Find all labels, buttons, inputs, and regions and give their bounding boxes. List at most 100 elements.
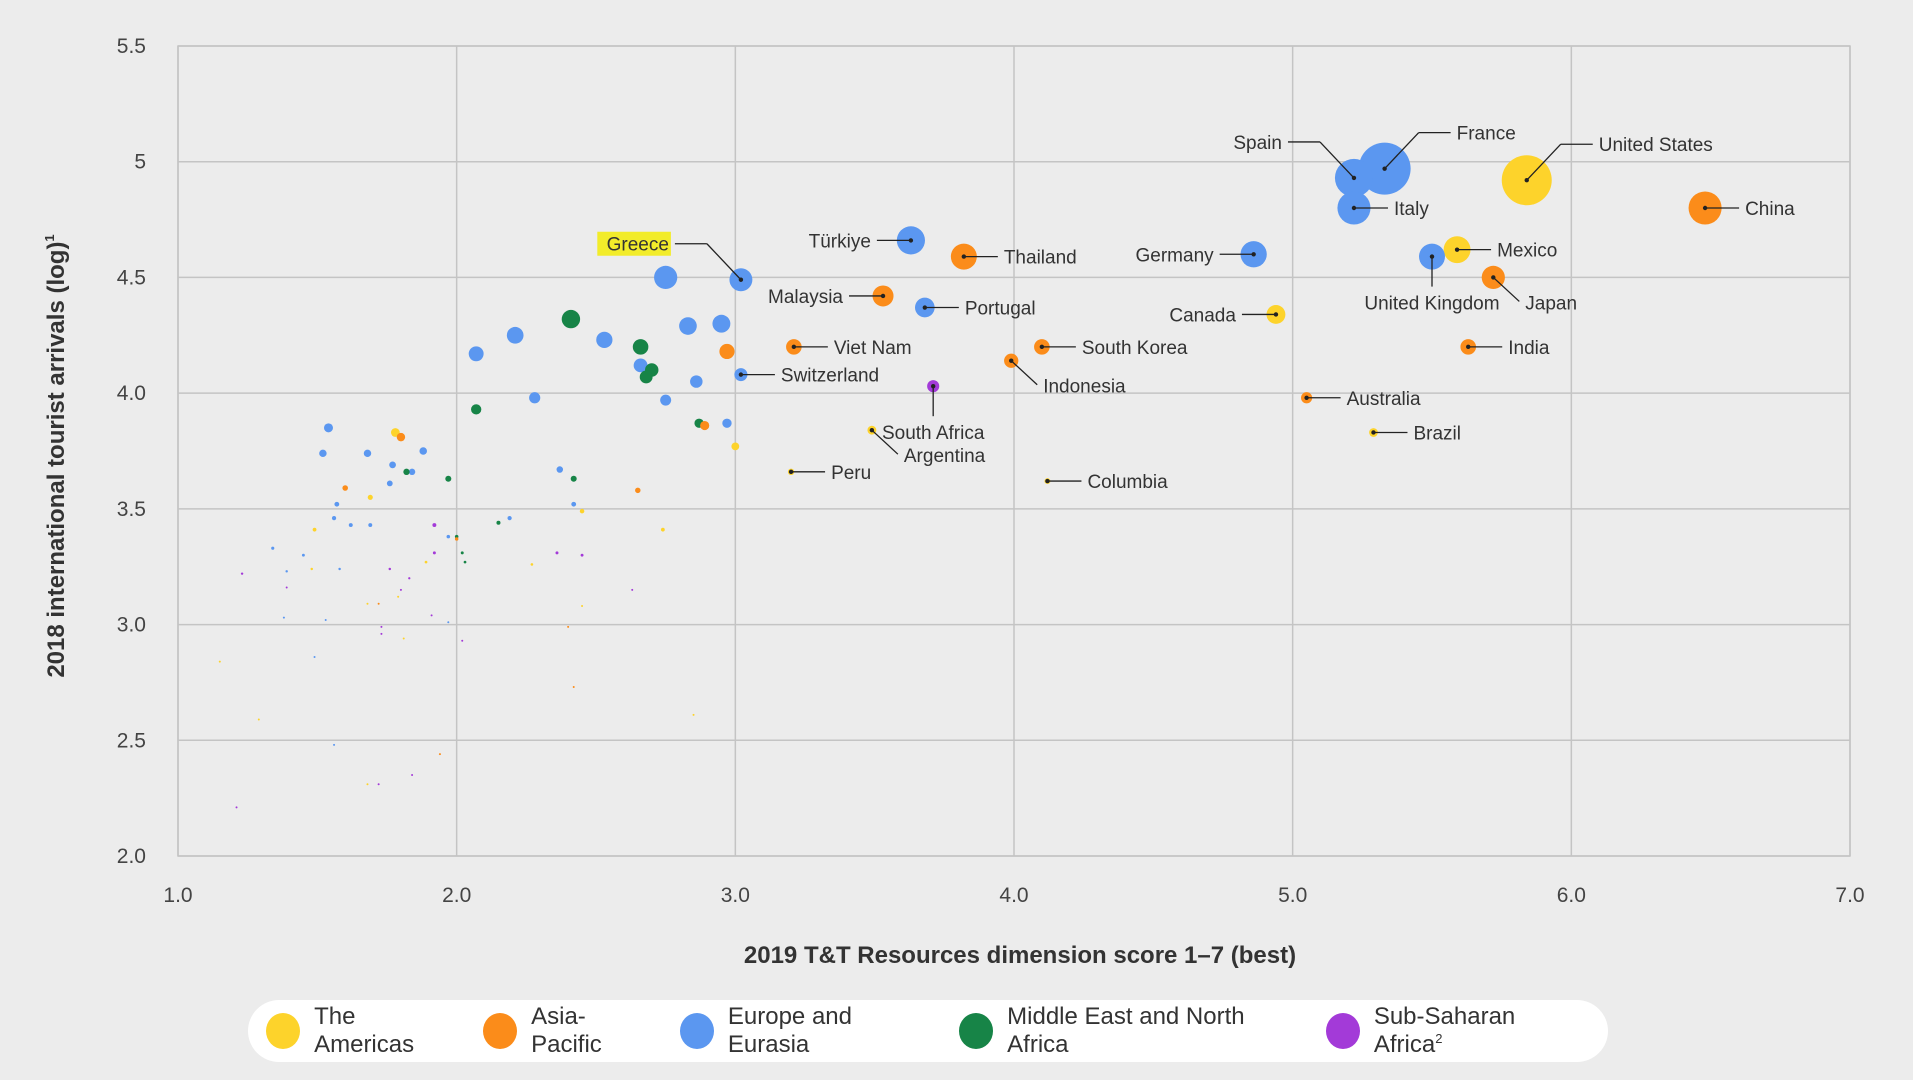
data-label-thailand: Thailand xyxy=(1004,248,1077,269)
label-leader-line xyxy=(1384,132,1420,170)
data-label-china: China xyxy=(1745,199,1795,220)
x-tick-label: 5.0 xyxy=(1278,884,1307,907)
data-label-germany: Germany xyxy=(1136,245,1215,266)
y-tick-label: 5 xyxy=(134,151,146,174)
legend-label: Europe and Eurasia xyxy=(727,1003,852,1058)
data-label-switzerland: Switzerland xyxy=(781,366,879,387)
y-tick-label: 5.5 xyxy=(117,35,146,58)
scatter-point xyxy=(396,432,406,442)
scatter-point xyxy=(366,783,369,786)
scatter-point xyxy=(556,466,564,473)
scatter-point xyxy=(348,523,353,528)
label-leader-line xyxy=(871,429,899,455)
x-tick-label: 6.0 xyxy=(1557,884,1586,907)
scatter-point xyxy=(386,480,393,487)
data-label-columbia: Columbia xyxy=(1087,472,1168,493)
scatter-point xyxy=(530,563,534,566)
scatter-point xyxy=(377,602,380,605)
scatter-point xyxy=(580,553,584,557)
scatter-point xyxy=(471,404,482,415)
scatter-point xyxy=(388,567,392,571)
data-label-t-rkiye: Türkiye xyxy=(809,231,871,252)
scatter-point xyxy=(506,326,524,344)
x-axis-label: 2019 T&T Resources dimension score 1–7 (… xyxy=(744,942,1296,969)
legend-item-sub-saharan: Sub-Saharan Africa2 xyxy=(1325,1003,1578,1059)
scatter-point xyxy=(460,551,464,555)
scatter-point xyxy=(468,346,484,362)
scatter-point xyxy=(446,534,451,539)
legend-swatch-americas xyxy=(266,1013,301,1049)
legend-item-asia-pacific: Asia-Pacific xyxy=(483,1003,650,1059)
scatter-point xyxy=(380,632,383,635)
legend-label: Asia-Pacific xyxy=(531,1003,602,1058)
scatter-point xyxy=(719,343,735,360)
data-label-portugal: Portugal xyxy=(965,299,1036,320)
x-tick-label: 4.0 xyxy=(999,884,1028,907)
scatter-point xyxy=(679,317,697,335)
data-label-france: France xyxy=(1457,124,1516,145)
data-label-brazil: Brazil xyxy=(1413,423,1461,444)
data-label-indonesia: Indonesia xyxy=(1043,377,1126,398)
scatter-point xyxy=(257,718,260,721)
scatter-point xyxy=(529,392,541,404)
x-tick-label: 1.0 xyxy=(163,884,192,907)
scatter-point xyxy=(323,423,333,433)
scatter-point xyxy=(313,655,316,658)
scatter-point xyxy=(445,475,452,482)
scatter-point xyxy=(389,461,396,469)
scatter-point xyxy=(377,783,380,786)
scatter-point xyxy=(319,449,327,458)
scatter-point xyxy=(342,485,348,491)
scatter-point xyxy=(635,487,641,494)
label-leader-line xyxy=(706,243,742,281)
scatter-point xyxy=(463,560,467,564)
label-leader-line xyxy=(1010,360,1038,386)
label-leader-line xyxy=(1492,276,1520,302)
scatter-point xyxy=(581,605,584,608)
scatter-point xyxy=(310,567,314,571)
scatter-point xyxy=(331,515,337,521)
scatter-point xyxy=(363,449,372,458)
scatter-point xyxy=(631,588,634,591)
scatter-point xyxy=(380,625,383,628)
legend-swatch-asia-pacific xyxy=(483,1013,518,1049)
data-label-united-states: United States xyxy=(1599,135,1713,156)
scatter-point xyxy=(367,494,373,500)
scatter-point xyxy=(240,572,244,575)
legend-label: The Americas xyxy=(314,1003,415,1058)
scatter-point xyxy=(660,394,672,406)
scatter-point xyxy=(447,621,450,624)
scatter-point xyxy=(660,527,665,532)
scatter-point xyxy=(454,537,459,541)
scatter-point xyxy=(235,806,238,809)
x-tick-label: 3.0 xyxy=(721,884,750,907)
scatter-point xyxy=(639,370,653,384)
y-axis-label: 2018 international tourist arrivals (log… xyxy=(42,234,70,677)
data-label-malaysia: Malaysia xyxy=(768,287,843,308)
scatter-point xyxy=(285,570,288,573)
legend-swatch-sub-saharan xyxy=(1325,1013,1360,1049)
legend-item-americas: The Americas xyxy=(266,1003,453,1059)
y-tick-label: 2.0 xyxy=(117,845,146,868)
y-tick-label: 3.0 xyxy=(117,614,146,637)
scatter-point xyxy=(301,553,305,557)
legend-label: Middle East and North Africa xyxy=(1007,1003,1245,1058)
scatter-point xyxy=(324,618,327,621)
scatter-point xyxy=(403,468,410,476)
scatter-point xyxy=(424,560,428,564)
scatter-point xyxy=(312,527,317,532)
legend: The Americas Asia-Pacific Europe and Eur… xyxy=(248,1000,1608,1062)
scatter-point xyxy=(419,447,428,455)
scatter-point xyxy=(218,660,221,663)
data-label-south-korea: South Korea xyxy=(1082,338,1188,359)
scatter-point xyxy=(366,602,369,605)
scatter-point xyxy=(432,551,436,555)
scatter-point xyxy=(633,358,648,373)
data-label-greece: Greece xyxy=(607,235,669,256)
scatter-point xyxy=(692,713,695,716)
data-label-japan: Japan xyxy=(1525,293,1577,314)
scatter-point xyxy=(432,523,437,528)
scatter-point xyxy=(397,595,400,598)
